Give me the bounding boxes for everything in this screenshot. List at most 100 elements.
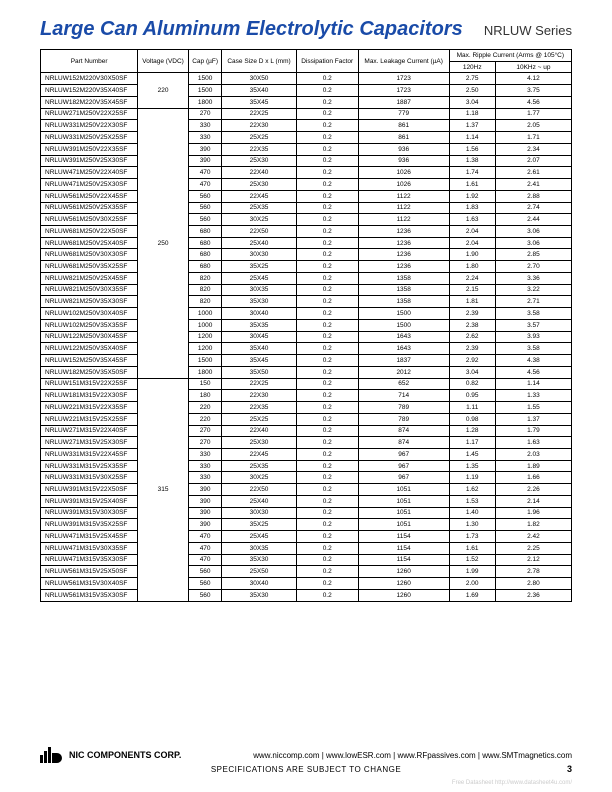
- cell: 2.88: [495, 190, 571, 202]
- cell: 1723: [358, 85, 449, 97]
- cell: 25X45: [222, 272, 296, 284]
- cell-part-number: NRLUW681M250V22X50SF: [41, 226, 138, 238]
- th-dissipation: Dissipation Factor: [296, 50, 358, 73]
- cell: 789: [358, 402, 449, 414]
- cell: 0.2: [296, 425, 358, 437]
- cell: 2.14: [495, 495, 571, 507]
- table-row: NRLUW471M250V22X40SF47022X400.210261.742…: [41, 167, 572, 179]
- cell: 270: [188, 437, 221, 449]
- cell: 680: [188, 237, 221, 249]
- cell: 35X30: [222, 554, 296, 566]
- cell: 3.04: [449, 96, 495, 108]
- cell: 0.2: [296, 96, 358, 108]
- cell-part-number: NRLUW182M220V35X45SF: [41, 96, 138, 108]
- table-row: NRLUW681M250V25X40SF68025X400.212362.043…: [41, 237, 572, 249]
- cell: 874: [358, 437, 449, 449]
- cell: 2.04: [449, 237, 495, 249]
- cell-part-number: NRLUW102M250V30X40SF: [41, 308, 138, 320]
- cell: 470: [188, 167, 221, 179]
- cell: 0.2: [296, 331, 358, 343]
- cell-part-number: NRLUW391M315V25X40SF: [41, 495, 138, 507]
- cell: 30X25: [222, 214, 296, 226]
- cell: 560: [188, 202, 221, 214]
- cell: 1.19: [449, 472, 495, 484]
- cell: 22X35: [222, 143, 296, 155]
- cell: 1.35: [449, 460, 495, 472]
- table-row: NRLUW221M315V25X25SF22025X250.27890.981.…: [41, 413, 572, 425]
- cell: 1643: [358, 331, 449, 343]
- cell: 0.2: [296, 319, 358, 331]
- cell: 180: [188, 390, 221, 402]
- cell: 0.2: [296, 390, 358, 402]
- watermark: Free Datasheet http://www.datasheet4u.co…: [452, 780, 572, 786]
- cell: 270: [188, 108, 221, 120]
- cell: 2.05: [495, 120, 571, 132]
- cell: 1260: [358, 578, 449, 590]
- cell: 1.90: [449, 249, 495, 261]
- cell: 0.95: [449, 390, 495, 402]
- cell: 1236: [358, 249, 449, 261]
- cell: 560: [188, 578, 221, 590]
- cell: 0.2: [296, 202, 358, 214]
- cell: 0.2: [296, 507, 358, 519]
- cell-part-number: NRLUW561M250V30X25SF: [41, 214, 138, 226]
- cell: 0.2: [296, 484, 358, 496]
- table-row: NRLUW471M315V30X35SF47030X350.211541.612…: [41, 542, 572, 554]
- cell: 1026: [358, 167, 449, 179]
- cell: 0.2: [296, 554, 358, 566]
- cell: 1.55: [495, 402, 571, 414]
- cell: 22X30: [222, 390, 296, 402]
- cell: 1.82: [495, 519, 571, 531]
- cell-part-number: NRLUW152M220V35X40SF: [41, 85, 138, 97]
- cell: 1.66: [495, 472, 571, 484]
- cell: 1500: [188, 355, 221, 367]
- table-row: NRLUW102M250V30X40SF100030X400.215002.39…: [41, 308, 572, 320]
- cell: 2.26: [495, 484, 571, 496]
- cell: 0.2: [296, 143, 358, 155]
- cell-voltage: 250: [138, 108, 189, 378]
- table-row: NRLUW391M250V25X30SF39025X300.29361.382.…: [41, 155, 572, 167]
- table-row: NRLUW561M315V25X50SF56025X500.212601.992…: [41, 566, 572, 578]
- table-body: NRLUW152M220V30X50SF220150030X500.217232…: [41, 73, 572, 601]
- cell: 25X25: [222, 413, 296, 425]
- cell: 1236: [358, 226, 449, 238]
- cell: 1500: [358, 319, 449, 331]
- capacitor-table: Part Number Voltage (VDC) Cap (µF) Case …: [40, 49, 572, 602]
- cell: 2.74: [495, 202, 571, 214]
- cell: 1800: [188, 366, 221, 378]
- th-part-number: Part Number: [41, 50, 138, 73]
- cell: 3.57: [495, 319, 571, 331]
- cell-part-number: NRLUW331M315V22X45SF: [41, 448, 138, 460]
- cell: 874: [358, 425, 449, 437]
- table-row: NRLUW471M250V25X30SF47025X300.210261.612…: [41, 179, 572, 191]
- cell: 1.73: [449, 531, 495, 543]
- cell-voltage: 220: [138, 73, 189, 108]
- cell: 390: [188, 507, 221, 519]
- table-row: NRLUW331M250V25X25SF33025X250.28611.141.…: [41, 132, 572, 144]
- cell: 0.2: [296, 472, 358, 484]
- cell: 470: [188, 531, 221, 543]
- cell: 22X45: [222, 448, 296, 460]
- cell: 936: [358, 143, 449, 155]
- cell: 0.2: [296, 85, 358, 97]
- cell: 967: [358, 472, 449, 484]
- table-row: NRLUW471M315V35X30SF47035X300.211541.522…: [41, 554, 572, 566]
- cell: 0.2: [296, 437, 358, 449]
- cell: 1358: [358, 272, 449, 284]
- cell: 2.39: [449, 343, 495, 355]
- cell: 25X35: [222, 460, 296, 472]
- table-row: NRLUW122M250V35X40SF120035X400.216432.39…: [41, 343, 572, 355]
- cell: 0.2: [296, 167, 358, 179]
- cell: 1.96: [495, 507, 571, 519]
- cell: 1236: [358, 261, 449, 273]
- cell: 0.2: [296, 531, 358, 543]
- table-row: NRLUW561M250V22X45SF56022X450.211221.922…: [41, 190, 572, 202]
- cell: 560: [188, 589, 221, 601]
- cell: 0.2: [296, 226, 358, 238]
- cell: 3.58: [495, 343, 571, 355]
- cell: 30X45: [222, 331, 296, 343]
- cell: 3.75: [495, 85, 571, 97]
- cell: 3.58: [495, 308, 571, 320]
- cell: 30X35: [222, 542, 296, 554]
- cell-part-number: NRLUW152M250V35X45SF: [41, 355, 138, 367]
